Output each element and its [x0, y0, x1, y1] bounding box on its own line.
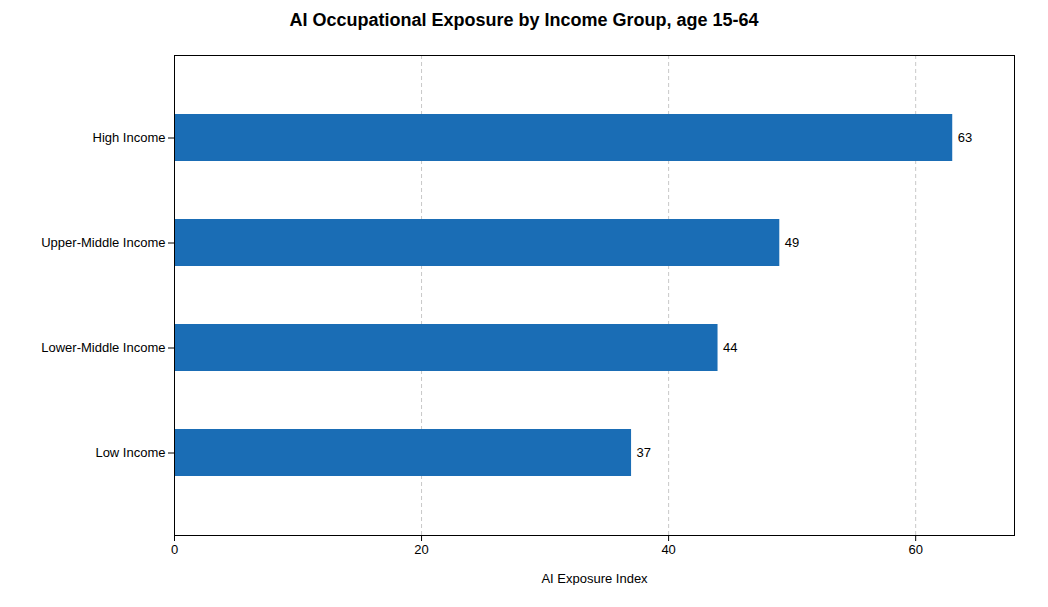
- svg-text:High Income: High Income: [93, 130, 166, 145]
- svg-text:0: 0: [171, 542, 178, 557]
- svg-text:40: 40: [661, 542, 675, 557]
- svg-text:Lower-Middle Income: Lower-Middle Income: [41, 340, 165, 355]
- svg-text:Low Income: Low Income: [95, 445, 165, 460]
- html-text:AI Occupational Exposure by In: AI Occupational Exposure by Income Group…: [289, 10, 759, 30]
- svg-text:Upper-Middle Income: Upper-Middle Income: [41, 235, 165, 250]
- svg-text:44: 44: [723, 340, 737, 355]
- svg-text:63: 63: [958, 130, 972, 145]
- svg-text:37: 37: [637, 445, 651, 460]
- svg-text:20: 20: [414, 542, 428, 557]
- svg-text:49: 49: [785, 235, 799, 250]
- svg-text:AI Exposure Index: AI Exposure Index: [541, 571, 648, 586]
- svg-text:60: 60: [908, 542, 922, 557]
